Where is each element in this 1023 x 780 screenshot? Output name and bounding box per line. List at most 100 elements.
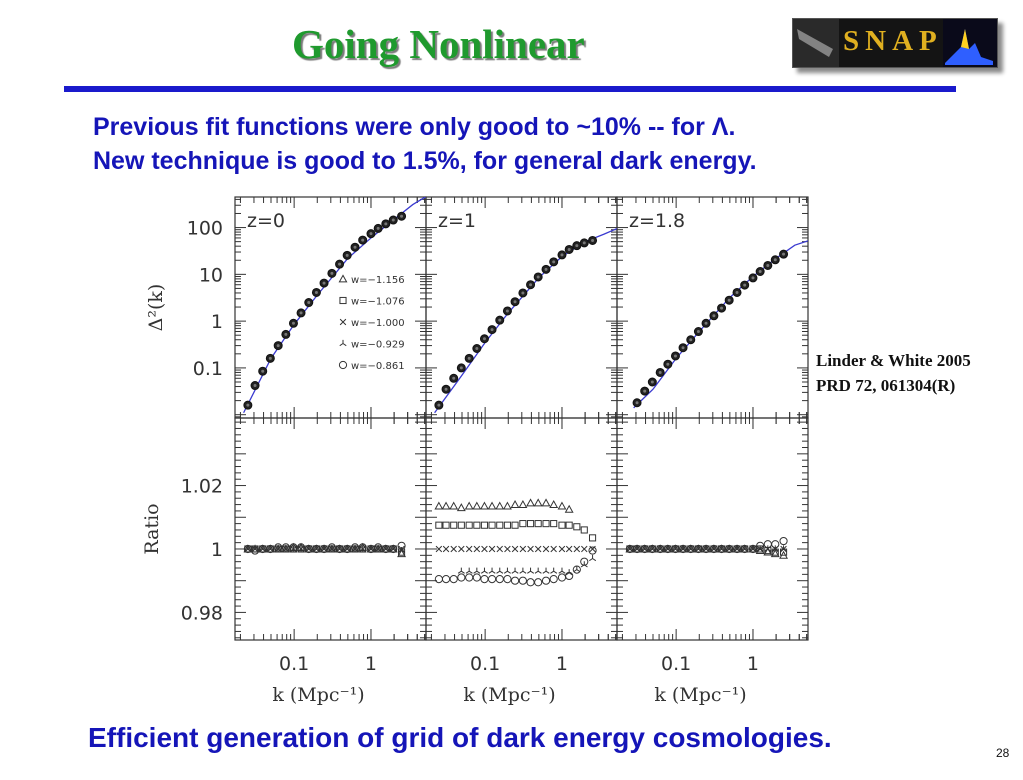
ratio-point — [664, 545, 672, 552]
ratio-point — [495, 575, 504, 584]
ratio-point — [374, 545, 382, 552]
ratio-point — [527, 545, 534, 553]
ratio-point — [465, 521, 473, 529]
ratio-point — [328, 545, 336, 552]
ratio-point — [557, 573, 567, 582]
ratio-point — [480, 501, 489, 510]
ratio-point — [480, 567, 488, 574]
ratio-point — [558, 545, 566, 553]
ratio-point — [495, 501, 505, 510]
ratio-point — [480, 521, 489, 529]
spectrum-point-highlight — [712, 314, 716, 318]
ratio-point — [687, 545, 695, 552]
ratio-point — [472, 573, 481, 582]
spectrum-point-highlight — [307, 301, 311, 305]
spectrum-point-highlight — [276, 344, 280, 348]
spectrum-point-highlight — [575, 244, 579, 248]
ratio-point — [496, 521, 504, 529]
ratio-point — [749, 545, 757, 552]
ratio-point — [259, 545, 267, 552]
ratio-point — [382, 545, 390, 552]
ratio-point — [441, 501, 451, 510]
ratio-point — [374, 543, 383, 552]
spectrum-point-highlight — [689, 338, 693, 342]
spectrum-point-highlight — [369, 232, 373, 236]
spectrum-point-highlight — [582, 241, 586, 245]
y-tick-label-top: 0.1 — [193, 358, 223, 380]
spectrum-point-highlight — [261, 369, 265, 373]
ratio-point — [679, 545, 687, 552]
ratio-point — [434, 501, 444, 510]
y-tick-label-bottom: 1 — [211, 539, 223, 561]
ratio-point — [481, 545, 488, 553]
ratio-point — [573, 565, 581, 573]
ratio-point — [457, 521, 465, 529]
ratio-point — [473, 567, 481, 574]
spectrum-point-highlight — [498, 318, 502, 322]
ratio-point — [487, 501, 497, 510]
ratio-point — [763, 547, 773, 556]
y-tick-label-top: 100 — [187, 218, 223, 240]
ratio-point — [588, 534, 597, 542]
ratio-point — [580, 526, 588, 534]
bottom-panel-frame-2 — [616, 417, 809, 641]
panel-label-1: z=1 — [438, 210, 476, 232]
ratio-point — [503, 521, 511, 529]
x-tick-label: 0.1 — [470, 653, 500, 675]
spectrum-point-highlight — [291, 321, 295, 325]
ratio-point — [503, 567, 511, 574]
spectrum-point-highlight — [513, 300, 517, 304]
ratio-point — [549, 499, 559, 508]
spectrum-point-highlight — [735, 290, 739, 294]
spectrum-point-highlight — [544, 267, 548, 271]
citation-line-1: Linder & White 2005 — [816, 351, 971, 370]
ratio-point — [488, 545, 496, 553]
spectrum-point-highlight — [246, 403, 250, 407]
ratio-point — [573, 545, 581, 553]
ratio-point — [580, 557, 589, 566]
spectrum-point-highlight — [253, 384, 257, 388]
ratio-point — [656, 545, 664, 552]
spectrum-point-highlight — [751, 276, 755, 280]
page-number: 28 — [996, 746, 1010, 760]
ratio-point — [588, 546, 597, 555]
ratio-point — [542, 545, 550, 553]
ratio-point — [671, 545, 679, 552]
ratio-point — [244, 545, 252, 552]
spectrum-point-highlight — [704, 321, 708, 325]
ratio-point — [780, 545, 788, 552]
ratio-point — [450, 521, 458, 529]
logo-text: SNAP — [843, 25, 943, 57]
title-underline — [64, 86, 956, 92]
ratio-point — [458, 545, 465, 553]
ratio-point — [504, 545, 511, 553]
ratio-point — [527, 567, 535, 574]
ratio-point — [725, 544, 734, 554]
x-tick-label: 0.1 — [661, 653, 691, 675]
spectrum-point-highlight — [437, 403, 441, 407]
ratio-point — [289, 545, 297, 552]
spectrum-point-highlight — [567, 247, 571, 251]
ratio-point — [534, 520, 542, 528]
ratio-point — [510, 576, 520, 585]
ratio-point — [771, 545, 779, 552]
ratio-point — [534, 545, 542, 553]
ratio-point — [518, 576, 527, 585]
x-axis-label: k (Mpc⁻¹) — [272, 684, 364, 706]
ratio-point — [250, 546, 260, 555]
y-axis-label-bottom: Ratio — [141, 503, 163, 554]
spectrum-point-highlight — [552, 260, 556, 264]
spectrum-point-highlight — [658, 370, 662, 374]
bullet-line-1: Previous fit functions were only good to… — [93, 113, 736, 141]
ratio-point — [710, 545, 718, 552]
ratio-point — [327, 543, 336, 552]
spectrum-point-highlight — [720, 306, 724, 310]
ratio-point — [534, 578, 543, 587]
ratio-point — [398, 546, 406, 554]
spectrum-point-highlight — [490, 328, 494, 332]
ratio-point — [358, 543, 367, 552]
legend-label: w=−1.156 — [351, 275, 405, 286]
ratio-point — [725, 545, 733, 552]
ratio-point — [701, 544, 711, 554]
